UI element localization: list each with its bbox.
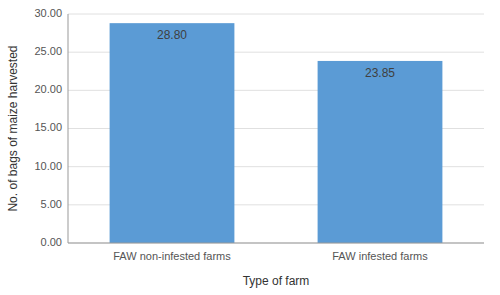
data-label: 23.85: [365, 66, 395, 80]
chart: 0.00 5.00 10.00 15.00 20.00 25.00 30.00 28.80 23…: [0, 0, 500, 295]
x-ticks: FAW non-infested farms FAW infested farms: [113, 250, 428, 262]
grid: [68, 14, 484, 243]
x-tick-label: FAW infested farms: [332, 250, 428, 262]
grid-line: [68, 243, 484, 244]
x-axis-line: [68, 243, 484, 244]
y-ticks: 0.00 5.00 10.00 15.00 20.00 25.00 30.00: [34, 7, 62, 248]
grid-line: [68, 14, 484, 15]
bar: [110, 23, 235, 243]
y-tick-label: 10.00: [34, 160, 62, 172]
y-tick-label: 25.00: [34, 45, 62, 57]
data-labels: 28.80 23.85: [157, 28, 395, 80]
bars: [110, 23, 443, 243]
y-tick-label: 20.00: [34, 83, 62, 95]
y-axis-label: No. of bags of maize harvested: [6, 45, 20, 211]
y-axis-line: [68, 14, 69, 243]
y-tick-label: 5.00: [41, 198, 62, 210]
x-tick-label: FAW non-infested farms: [113, 250, 231, 262]
y-tick-label: 0.00: [41, 236, 62, 248]
bar: [318, 61, 443, 243]
y-tick-label: 15.00: [34, 121, 62, 133]
x-axis-label: Type of farm: [243, 274, 310, 288]
y-tick-label: 30.00: [34, 7, 62, 19]
data-label: 28.80: [157, 28, 187, 42]
